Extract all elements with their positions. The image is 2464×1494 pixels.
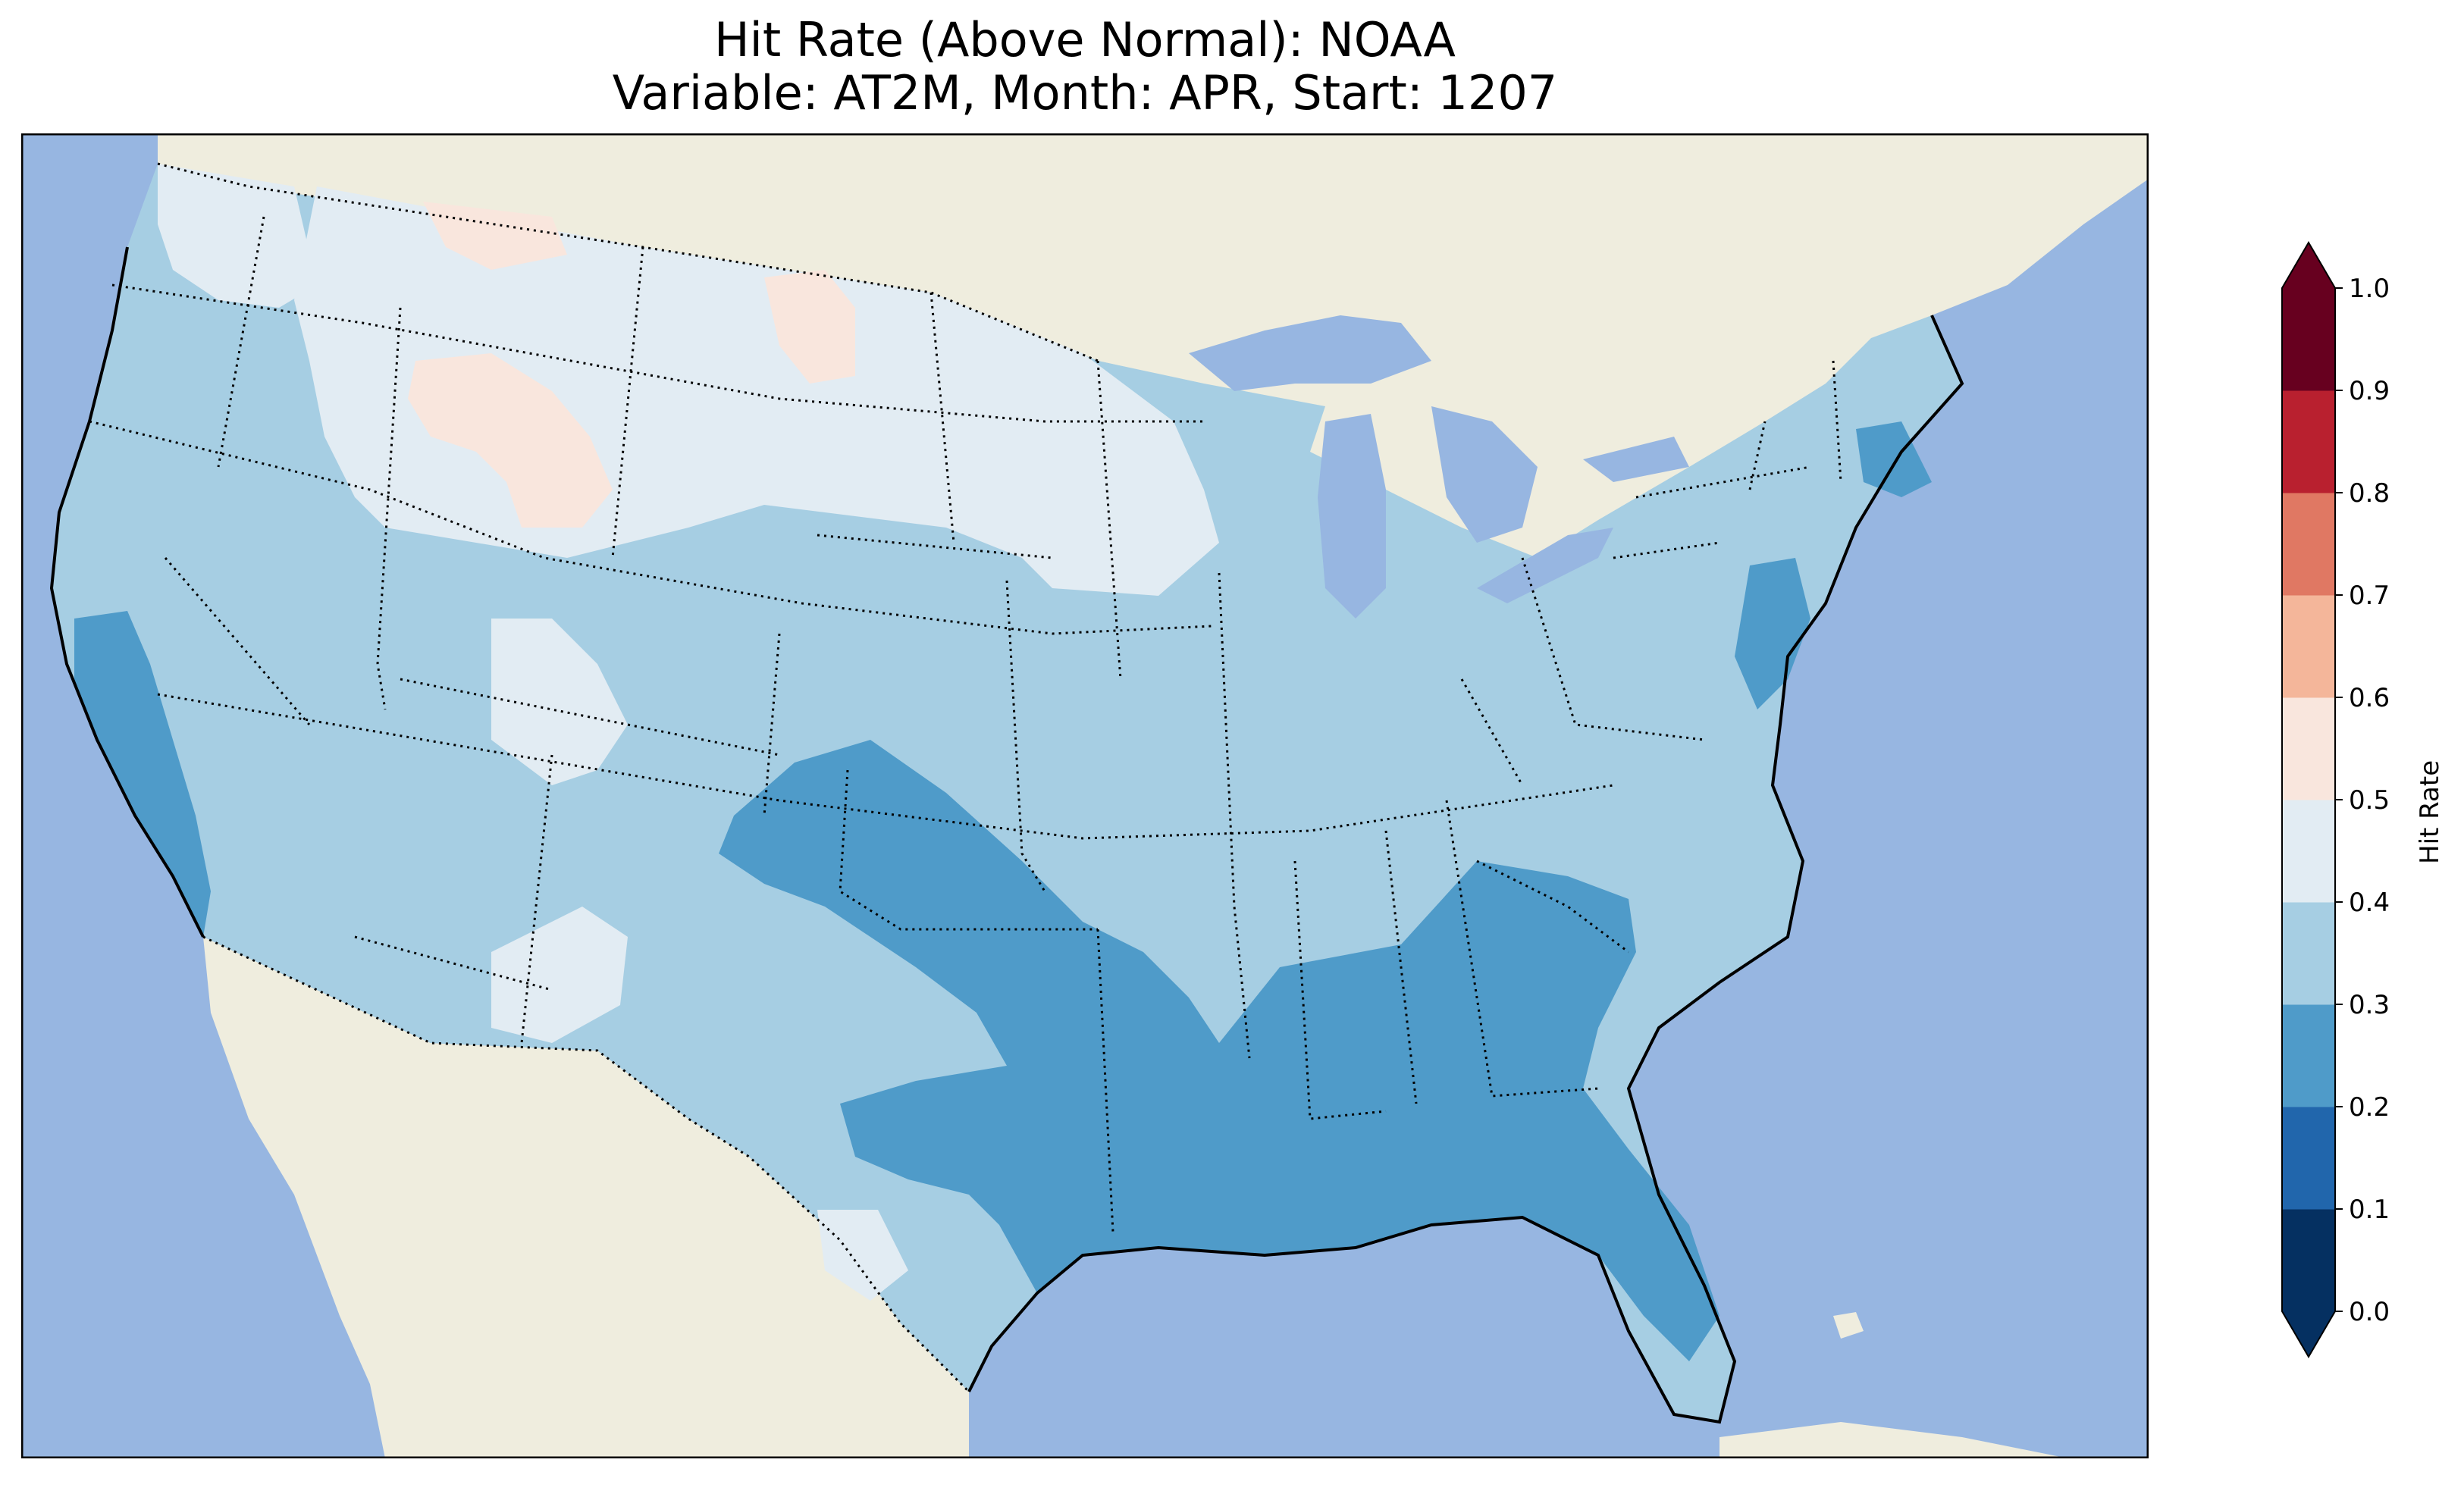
california-level-02-03 [74, 611, 211, 937]
bahamas-land [1833, 1312, 1864, 1339]
colorbar-segment [2282, 1209, 2335, 1312]
arizona-level-04-05 [491, 907, 628, 1043]
colorbar-tick-label: 0.3 [2349, 990, 2390, 1020]
north-idaho-level-05-06 [423, 202, 567, 270]
washington-level-04-05 [158, 164, 317, 308]
midatlantic-level-02-03 [1735, 558, 1810, 709]
colorbar-segment [2282, 493, 2335, 596]
lake-ontario [1583, 437, 1689, 482]
colorbar-segment [2282, 1004, 2335, 1107]
massachusetts-level-02-03 [1856, 421, 1932, 497]
baja-land [203, 937, 446, 1458]
colorbar-segment [2282, 902, 2335, 1005]
texas-level-04-05 [817, 1210, 908, 1301]
colorbar-tick-label: 0.9 [2349, 376, 2390, 406]
montana-level-05-06 [764, 270, 855, 384]
map-panel [21, 133, 2149, 1458]
chart-title: Hit Rate (Above Normal): NOAA Variable: … [21, 14, 2149, 120]
country-borders [157, 162, 1099, 1393]
colorbar-label: Hit Rate [2415, 760, 2445, 864]
title-line-1: Hit Rate (Above Normal): NOAA [714, 12, 1456, 67]
colorbar-tick-label: 0.5 [2349, 785, 2390, 816]
colorbar-segment [2282, 390, 2335, 493]
colorbar-extend-max [2282, 243, 2335, 288]
colorbar-segment [2282, 697, 2335, 800]
idaho-level-05-06 [408, 353, 613, 528]
colorbar-tick-label: 0.7 [2349, 581, 2390, 611]
colorbar-segment [2282, 1107, 2335, 1210]
colorbar-segment [2282, 800, 2335, 903]
colorbar: 0.0 0.1 0.2 0.3 0.4 0.5 0.6 0.7 0.8 0.9 1.0 [2281, 241, 2390, 1358]
lake-superior [1189, 315, 1431, 391]
colorbar-extend-min [2282, 1311, 2335, 1357]
lake-erie [1477, 528, 1613, 603]
coastlines [49, 246, 1964, 1424]
colorbar-tick-label: 0.2 [2349, 1092, 2390, 1123]
colorbar-tick-label: 0.0 [2349, 1297, 2390, 1327]
map-frame [21, 133, 2149, 1458]
colorbar-tick-label: 1.0 [2349, 274, 2390, 304]
lake-huron [1431, 406, 1538, 543]
colorbar-tick-label: 0.1 [2349, 1195, 2390, 1225]
south-level-02-03 [719, 740, 1719, 1361]
state-borders [89, 216, 1842, 1233]
lake-michigan [1318, 414, 1386, 619]
title-line-2: Variable: AT2M, Month: APR, Start: 1207 [612, 65, 1558, 121]
colorbar-tick-label: 0.6 [2349, 683, 2390, 713]
cuba-land [1719, 1422, 2068, 1458]
colorbar-segment [2282, 595, 2335, 698]
utah-level-04-05 [491, 619, 628, 785]
colorbar-tick-label: 0.4 [2349, 888, 2390, 918]
colorbar-tick-label: 0.8 [2349, 478, 2390, 509]
colorbar-segment [2282, 288, 2335, 391]
